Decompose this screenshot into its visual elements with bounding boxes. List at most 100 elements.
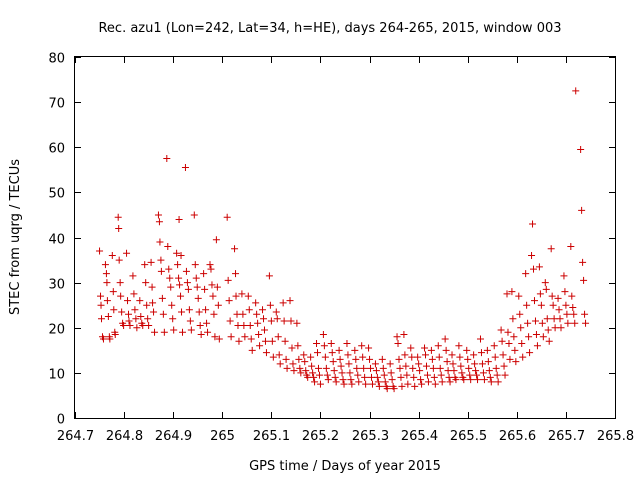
data-point — [435, 353, 443, 361]
data-point — [354, 371, 362, 379]
data-point — [476, 335, 484, 343]
data-point — [557, 324, 565, 332]
data-point — [458, 369, 466, 377]
data-point — [130, 290, 138, 298]
data-point — [491, 353, 499, 361]
data-point — [287, 317, 295, 325]
data-point — [178, 308, 186, 316]
data-point — [398, 382, 406, 390]
data-point — [290, 367, 298, 375]
data-point — [430, 373, 438, 381]
data-point — [215, 335, 223, 343]
data-point — [416, 367, 424, 375]
data-point — [554, 294, 562, 302]
data-point — [151, 328, 159, 336]
data-point — [148, 283, 156, 291]
data-point — [114, 213, 122, 221]
y-tick-label: 0 — [57, 413, 65, 428]
data-point — [337, 362, 345, 370]
data-point — [562, 301, 570, 309]
data-point — [436, 364, 444, 372]
data-point — [388, 376, 396, 384]
data-point — [181, 164, 189, 172]
data-point — [567, 243, 575, 251]
data-point — [320, 342, 328, 350]
data-point — [362, 380, 370, 388]
data-point — [123, 249, 131, 257]
data-point — [192, 274, 200, 282]
data-point — [569, 303, 577, 311]
data-point — [108, 252, 116, 260]
data-point — [477, 349, 485, 357]
data-point — [563, 310, 571, 318]
data-point — [532, 331, 540, 339]
data-point — [104, 312, 112, 320]
data-point — [200, 270, 208, 278]
data-point — [301, 358, 309, 366]
data-point — [136, 297, 144, 305]
data-point — [352, 355, 360, 363]
data-point — [411, 382, 419, 390]
data-point — [556, 315, 564, 323]
data-point — [169, 315, 177, 323]
data-point — [279, 299, 287, 307]
data-point — [545, 337, 553, 345]
data-point — [157, 267, 165, 275]
data-point — [235, 337, 243, 345]
data-point — [478, 360, 486, 368]
data-point — [539, 333, 547, 341]
y-tick-label: 30 — [48, 278, 65, 293]
data-point — [464, 355, 472, 363]
data-point — [402, 362, 410, 370]
data-point — [246, 321, 254, 329]
data-point — [158, 294, 166, 302]
y-tick-label: 20 — [48, 323, 65, 338]
y-axis-label: STEC from uqrg / TECUs — [8, 159, 23, 315]
data-point — [132, 315, 140, 323]
data-point — [176, 281, 184, 289]
data-point — [407, 344, 415, 352]
data-point — [366, 355, 374, 363]
data-point — [145, 321, 153, 329]
data-point — [410, 373, 418, 381]
data-point — [223, 213, 231, 221]
data-point — [428, 355, 436, 363]
data-point — [346, 369, 354, 377]
data-point — [345, 360, 353, 368]
data-point — [137, 312, 145, 320]
data-point — [150, 308, 158, 316]
data-point — [551, 324, 559, 332]
data-point — [401, 351, 409, 359]
data-point — [207, 265, 215, 273]
data-point — [512, 358, 520, 366]
data-point — [383, 385, 391, 393]
data-point — [319, 331, 327, 339]
x-tick-label: 265.3 — [352, 429, 389, 444]
data-point — [438, 378, 446, 386]
data-point — [484, 358, 492, 366]
data-point — [321, 353, 329, 361]
data-point — [232, 292, 240, 300]
data-point — [313, 340, 321, 348]
data-point — [379, 364, 387, 372]
data-point — [159, 310, 167, 318]
data-point — [421, 344, 429, 352]
data-point — [358, 342, 366, 350]
data-point — [528, 252, 536, 260]
data-point — [463, 346, 471, 354]
data-point — [125, 310, 133, 318]
data-point — [347, 376, 355, 384]
data-point — [471, 360, 479, 368]
data-point — [497, 326, 505, 334]
data-point — [336, 355, 344, 363]
data-point — [378, 355, 386, 363]
data-point — [212, 236, 220, 244]
data-point — [480, 376, 488, 384]
data-point — [525, 333, 533, 341]
data-point — [390, 385, 398, 393]
data-point — [307, 353, 315, 361]
y-tick-label: 40 — [48, 233, 65, 248]
data-point — [501, 371, 509, 379]
data-point — [115, 256, 123, 264]
data-point — [414, 353, 422, 361]
